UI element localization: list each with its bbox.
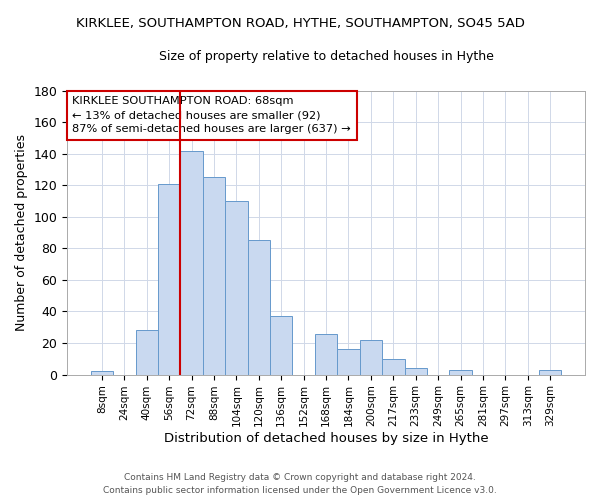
Bar <box>136 330 158 374</box>
Bar <box>248 240 270 374</box>
Bar <box>539 370 562 374</box>
Bar <box>225 201 248 374</box>
Text: KIRKLEE SOUTHAMPTON ROAD: 68sqm
← 13% of detached houses are smaller (92)
87% of: KIRKLEE SOUTHAMPTON ROAD: 68sqm ← 13% of… <box>73 96 351 134</box>
Title: Size of property relative to detached houses in Hythe: Size of property relative to detached ho… <box>158 50 494 63</box>
Bar <box>203 178 225 374</box>
X-axis label: Distribution of detached houses by size in Hythe: Distribution of detached houses by size … <box>164 432 488 445</box>
Bar <box>360 340 382 374</box>
Bar <box>158 184 181 374</box>
Bar <box>382 359 404 374</box>
Bar <box>315 334 337 374</box>
Bar <box>404 368 427 374</box>
Bar <box>449 370 472 374</box>
Bar <box>270 316 292 374</box>
Bar <box>337 350 360 374</box>
Y-axis label: Number of detached properties: Number of detached properties <box>15 134 28 331</box>
Bar <box>91 372 113 374</box>
Bar <box>181 150 203 374</box>
Text: KIRKLEE, SOUTHAMPTON ROAD, HYTHE, SOUTHAMPTON, SO45 5AD: KIRKLEE, SOUTHAMPTON ROAD, HYTHE, SOUTHA… <box>76 18 524 30</box>
Text: Contains HM Land Registry data © Crown copyright and database right 2024.
Contai: Contains HM Land Registry data © Crown c… <box>103 474 497 495</box>
